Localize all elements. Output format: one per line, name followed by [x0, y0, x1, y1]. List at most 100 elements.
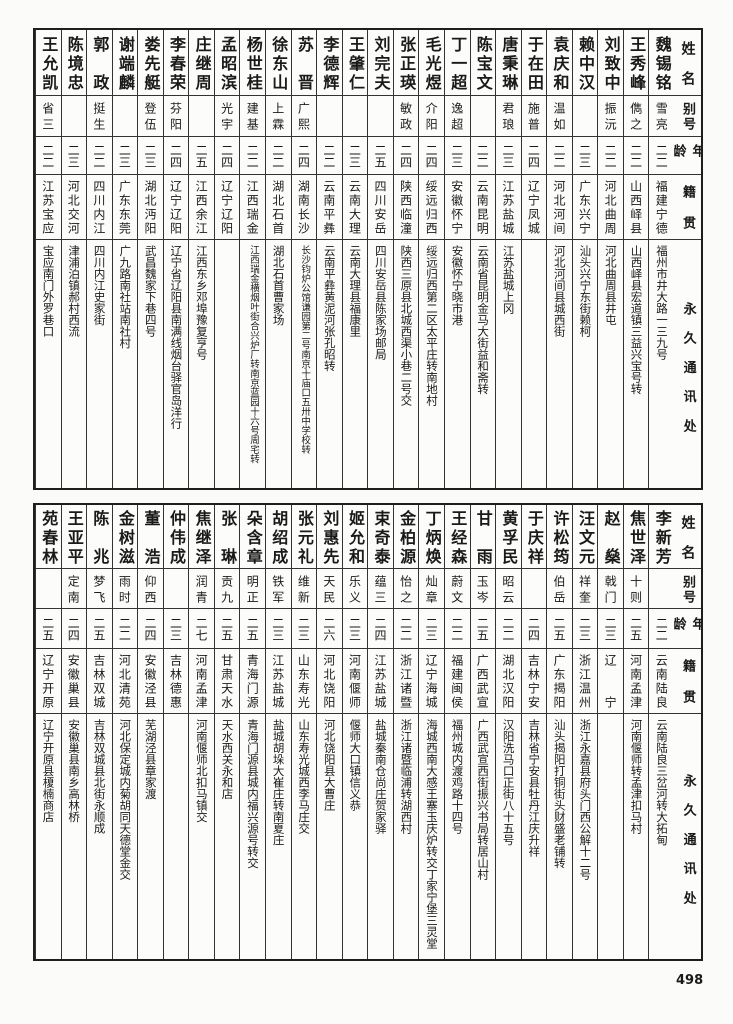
- header-label-alias: 别号: [680, 575, 695, 603]
- age-cell: 二四: [214, 137, 240, 175]
- name-cell: 刘惠先: [317, 505, 342, 569]
- age-cell: 二三: [444, 137, 470, 175]
- person-column: 王允凯 省三 二二 江苏宝应 宝应南门外罗巷口: [34, 30, 61, 488]
- age-cell: 二五: [240, 609, 265, 649]
- alias-cell: 儁之: [623, 96, 649, 137]
- person-column: 王经森 蔚文 二二 福建闽侯 福州城内渡鸡路十四号: [443, 505, 470, 959]
- alias-text: 明正: [245, 575, 260, 603]
- alias-cell: [572, 96, 598, 137]
- age-text: 二二: [117, 616, 132, 641]
- age-text: 二四: [142, 616, 157, 641]
- address-text: 浙江永嘉县府头门西公解十二号: [578, 719, 593, 880]
- person-column: 金柏源 怡之 二二 浙江诸暨 浙江诸暨临浦转湖西村: [392, 505, 419, 959]
- age-text: 二四: [526, 616, 541, 641]
- address-cell: 浙江永嘉县府头门西公解十二号: [573, 714, 598, 959]
- person-column: 刘完夫 二五 四川安岳 四川安岳县陈家场邮局: [367, 30, 393, 488]
- alias-text: 昭云: [500, 575, 515, 603]
- address-text: 安徽巢县南乡高林桥: [67, 719, 82, 823]
- native-text: 安徽泾县: [142, 654, 157, 708]
- name-text: 唐秉琳: [499, 35, 519, 90]
- age-cell: 二三: [163, 609, 189, 649]
- name-text: 陈兆: [90, 509, 110, 564]
- age-cell: 二三: [572, 137, 598, 175]
- native-text: 山西峄县: [628, 180, 643, 234]
- native-cell: 绥远归西: [419, 175, 444, 240]
- age-text: 二三: [117, 143, 132, 168]
- person-column: 苏晋 广熙 二四 湖南长沙 长沙钧炉公馆谦园第二号南京十庙口五卅中学校转: [290, 30, 317, 488]
- age-text: 二三: [142, 143, 157, 168]
- header-cell-age: 年龄: [674, 137, 701, 175]
- person-column: 焦继泽 润青 二七 河南孟津 河南偃师北扣马镇交: [188, 505, 214, 959]
- address-cell: 云南省昆明金马大街益和斋转: [471, 240, 496, 488]
- name-text: 丁炳焕: [422, 509, 442, 564]
- age-text: 二四: [219, 143, 234, 168]
- native-text: 广东东莞: [117, 180, 132, 234]
- native-text: 辽宁凤城: [526, 180, 541, 234]
- person-column: 王秀峰 儁之 二二 山西峄县 山西峄县宏道镇三益兴宝号转: [622, 30, 649, 488]
- address-text: 云南省昆明金马大街益和斋转: [476, 245, 491, 395]
- name-cell: 刘完夫: [368, 30, 393, 96]
- alias-cell: 雨时: [112, 569, 138, 609]
- native-cell: 吉林德惠: [163, 649, 189, 714]
- name-cell: 张正瑛: [393, 30, 419, 96]
- native-cell: 云南陆良: [649, 649, 674, 714]
- name-text: 毛光煜: [422, 35, 442, 90]
- address-cell: 天水西关永和店: [215, 714, 240, 959]
- alias-text: 蔚文: [449, 575, 464, 603]
- name-cell: 庄继周: [189, 30, 214, 96]
- alias-cell: 定南: [61, 569, 87, 609]
- address-cell: 云南大理县福康里: [343, 240, 368, 488]
- native-text: 河北交河: [66, 180, 81, 234]
- person-column: 于在田 施普 二四 辽宁凤城: [520, 30, 547, 488]
- name-text: 孟昭滨: [218, 35, 238, 90]
- person-column: 金树滋 雨时 二二 河北清苑 河北保定城内菊胡同天德堂金交: [111, 505, 138, 959]
- age-cell: 二五: [189, 137, 214, 175]
- age-cell: 二三: [266, 609, 291, 649]
- native-text: 四川安岳: [373, 180, 388, 234]
- name-cell: 董浩: [138, 505, 163, 569]
- name-text: 杨世桂: [243, 35, 263, 90]
- address-text: 武昌魏家下巷四号: [143, 245, 158, 337]
- native-cell: 福建宁德: [649, 175, 674, 240]
- person-column: 李德辉 二二 云南平彝 云南平彝黄泥河张孔昭转: [316, 30, 342, 488]
- header-cell-alias: 别号: [674, 96, 701, 137]
- age-text: 二二: [40, 143, 55, 168]
- address-text: 吉林省宁安县牡丹江庆升祥: [527, 719, 542, 857]
- address-cell: 河北河间县城西街: [547, 240, 572, 488]
- name-cell: 毛光煜: [419, 30, 444, 96]
- address-text: 福州市井大路一三九号: [655, 245, 670, 360]
- age-text: 二三: [270, 616, 285, 641]
- native-text: 江苏盐城: [500, 180, 515, 234]
- name-cell: 杨世桂: [240, 30, 265, 96]
- native-text: 山东寿光: [296, 654, 311, 708]
- age-text: 二二: [245, 143, 260, 168]
- age-text: 二三: [603, 616, 618, 641]
- age-text: 二五: [40, 616, 55, 641]
- address-cell: 辽宁省辽阳县南满线烟台驿官岛洋行: [164, 240, 189, 488]
- age-text: 二二: [500, 616, 515, 641]
- address-text: 江苏盐城上冈: [501, 245, 516, 314]
- native-cell: 云南平彝: [317, 175, 342, 240]
- address-text: 江西东乡邓埠豫复亨号: [194, 245, 209, 360]
- age-cell: 二四: [419, 137, 444, 175]
- native-cell: 山东寿光: [291, 649, 317, 714]
- header-cell-native: 籍贯: [674, 175, 701, 240]
- name-cell: 苏晋: [291, 30, 317, 96]
- alias-cell: [368, 96, 393, 137]
- address-text: 河北饶阳县大曹庄: [322, 719, 337, 811]
- person-column: 陈境忠 二三 河北交河 津浦泊镇郝村西流: [60, 30, 87, 488]
- address-text: 江西瑞金横烟叶街合兴炉厂转南京蓝园十六号周宅转: [247, 245, 259, 464]
- name-text: 娄先艇: [141, 35, 161, 90]
- native-cell: 江苏盐城: [368, 649, 393, 714]
- address-text: 盐城胡垛大崔庄转南夏庄: [271, 719, 286, 846]
- address-cell: 江西瑞金横烟叶街合兴炉厂转南京蓝园十六号周宅转: [240, 240, 265, 488]
- alias-text: 蕴三: [373, 575, 388, 603]
- native-cell: 云南大理: [342, 175, 368, 240]
- address-text: 盐城秦南仓尚庄贺家驿: [373, 719, 388, 834]
- age-text: 二三: [577, 143, 592, 168]
- alias-cell: 振沅: [598, 96, 623, 137]
- address-text: 河北保定城内菊胡同天德堂金交: [118, 719, 133, 880]
- alias-text: 润青: [194, 575, 209, 603]
- address-cell: 汉阳洗马口正街八十五号: [496, 714, 521, 959]
- alias-text: 广熙: [296, 102, 311, 130]
